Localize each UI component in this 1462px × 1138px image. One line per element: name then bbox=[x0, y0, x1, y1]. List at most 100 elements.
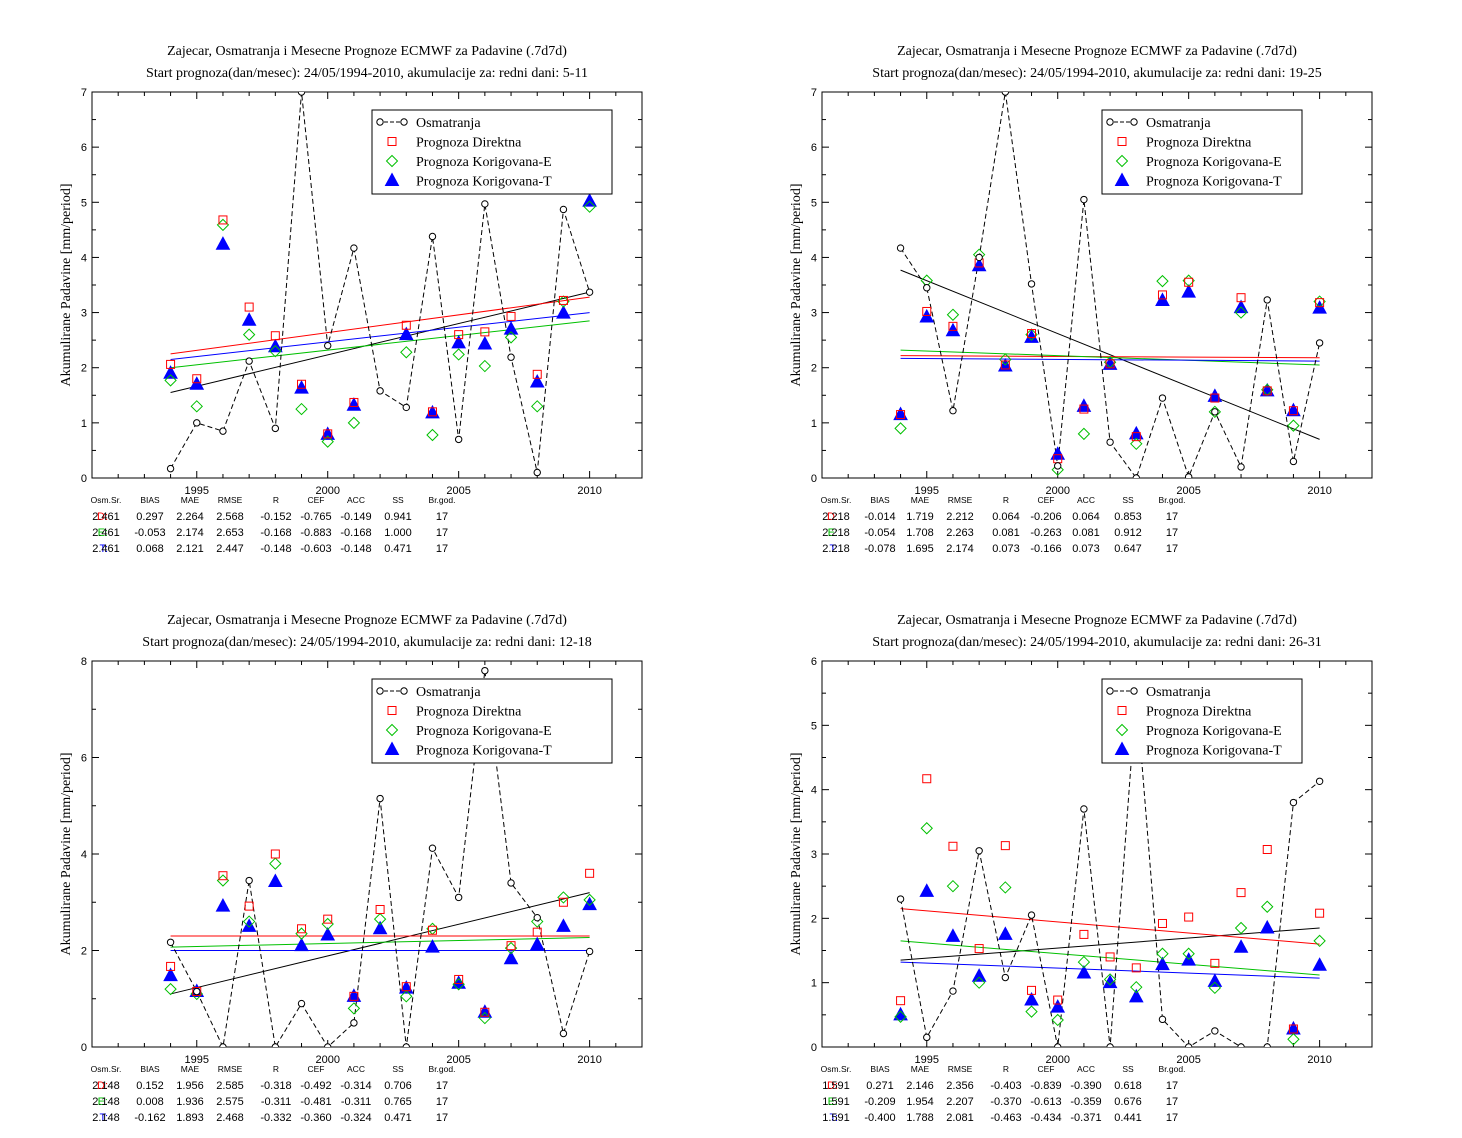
data-point bbox=[1050, 446, 1066, 460]
x-tick-label: 2000 bbox=[1045, 485, 1069, 497]
legend-label: Prognoza Korigovana-T bbox=[1146, 744, 1282, 759]
legend-marker bbox=[1130, 118, 1138, 126]
stats-header: ACC bbox=[1077, 495, 1095, 505]
data-point bbox=[1315, 298, 1325, 308]
stats-value: -0.168 bbox=[260, 527, 291, 539]
data-point bbox=[556, 305, 571, 319]
stats-value: 1.695 bbox=[906, 543, 934, 555]
data-point bbox=[948, 841, 958, 851]
data-point bbox=[1155, 956, 1170, 971]
data-point bbox=[504, 331, 518, 344]
data-point bbox=[323, 429, 333, 439]
stats-value: 17 bbox=[436, 543, 448, 555]
y-tick-label: 2 bbox=[811, 363, 817, 375]
stats-header: Br.god. bbox=[1159, 1064, 1186, 1074]
stats-value: 2.468 bbox=[216, 1112, 244, 1124]
stats-value: 17 bbox=[1166, 543, 1178, 555]
stats-value: -0.318 bbox=[260, 1080, 291, 1092]
data-point bbox=[297, 999, 306, 1008]
data-point bbox=[1053, 995, 1063, 1005]
y-axis-label: Akumulirane Padavine [mm/period] bbox=[789, 184, 804, 387]
data-point bbox=[163, 365, 178, 379]
data-point bbox=[376, 794, 384, 803]
data-point bbox=[896, 895, 905, 903]
stats-value: 2.263 bbox=[946, 527, 974, 539]
chart-title: Zajecar, Osmatranja i Mesecne Prognoze E… bbox=[167, 613, 567, 628]
stats-value: 2.174 bbox=[946, 543, 974, 555]
data-point bbox=[1237, 1043, 1245, 1047]
stats-header: BIAS bbox=[870, 1064, 890, 1074]
y-tick-label: 5 bbox=[811, 720, 817, 732]
data-point bbox=[896, 244, 905, 252]
stats-value: 17 bbox=[436, 1112, 448, 1124]
data-point bbox=[428, 844, 437, 852]
data-point bbox=[1181, 284, 1197, 298]
data-point bbox=[1054, 462, 1062, 470]
stats-value: -0.765 bbox=[300, 511, 331, 523]
chart-title: Zajecar, Osmatranja i Mesecne Prognoze E… bbox=[167, 44, 567, 59]
y-tick-label: 6 bbox=[811, 142, 817, 154]
legend-marker bbox=[376, 118, 384, 126]
data-point bbox=[583, 200, 596, 213]
data-point bbox=[1130, 437, 1143, 451]
stats-value: -0.481 bbox=[300, 1096, 331, 1108]
stats-header: Osm.Sr. bbox=[821, 1064, 852, 1074]
data-point bbox=[454, 330, 464, 340]
stats-value: -0.403 bbox=[990, 1080, 1021, 1092]
data-point bbox=[1236, 293, 1246, 303]
legend-marker bbox=[1106, 118, 1114, 126]
y-tick-label: 6 bbox=[811, 656, 817, 668]
legend-marker bbox=[1117, 137, 1127, 146]
y-tick-label: 1 bbox=[81, 418, 87, 430]
data-point bbox=[583, 893, 596, 907]
y-tick-label: 0 bbox=[811, 473, 817, 485]
stats-value: -0.053 bbox=[134, 527, 165, 539]
stats-header: R bbox=[273, 1064, 279, 1074]
data-point bbox=[531, 915, 544, 928]
data-point bbox=[559, 205, 568, 214]
data-point bbox=[1207, 388, 1223, 402]
stats-header: CEF bbox=[308, 495, 325, 505]
data-point bbox=[1211, 1027, 1219, 1035]
data-point bbox=[1262, 386, 1272, 396]
stats-value: -0.324 bbox=[340, 1112, 371, 1124]
x-tick-label: 2010 bbox=[1307, 485, 1331, 497]
data-point bbox=[1208, 981, 1222, 995]
data-point bbox=[1156, 274, 1169, 288]
data-point bbox=[269, 857, 282, 870]
legend: Osmatranja Prognoza Direktna Prognoza Kori… bbox=[1101, 678, 1303, 764]
stats-value: 1.936 bbox=[176, 1096, 204, 1108]
data-point bbox=[1289, 457, 1298, 466]
data-point bbox=[1079, 929, 1089, 939]
legend-marker bbox=[1117, 706, 1127, 715]
trend-line bbox=[900, 908, 1320, 945]
data-point bbox=[163, 967, 178, 982]
stats-value: 0.471 bbox=[384, 543, 412, 555]
stats-value: 2.461 bbox=[92, 511, 120, 523]
data-point bbox=[245, 876, 253, 885]
y-tick-label: 1 bbox=[811, 418, 817, 430]
data-point bbox=[426, 428, 439, 442]
legend-label: Prognoza Korigovana-E bbox=[416, 155, 552, 170]
stats-value: 17 bbox=[1166, 1112, 1178, 1124]
data-point bbox=[1289, 798, 1298, 807]
x-tick-label: 2010 bbox=[1307, 1054, 1331, 1066]
data-point bbox=[1050, 999, 1066, 1013]
data-point bbox=[529, 374, 545, 388]
stats-value: 1.708 bbox=[906, 527, 934, 539]
data-point bbox=[506, 941, 516, 951]
series-points bbox=[896, 774, 1325, 1034]
data-point bbox=[375, 904, 385, 914]
data-point bbox=[1103, 973, 1117, 986]
legend-box bbox=[371, 678, 613, 764]
data-point bbox=[533, 468, 541, 477]
data-point bbox=[295, 402, 308, 416]
y-tick-label: 4 bbox=[811, 252, 817, 264]
stats-value: 2.447 bbox=[216, 543, 244, 555]
stats-value: 2.585 bbox=[216, 1080, 244, 1092]
data-point bbox=[1184, 277, 1194, 287]
data-point bbox=[999, 353, 1012, 366]
stats-value: -0.014 bbox=[864, 511, 895, 523]
data-point bbox=[428, 232, 437, 241]
data-point bbox=[946, 879, 960, 893]
